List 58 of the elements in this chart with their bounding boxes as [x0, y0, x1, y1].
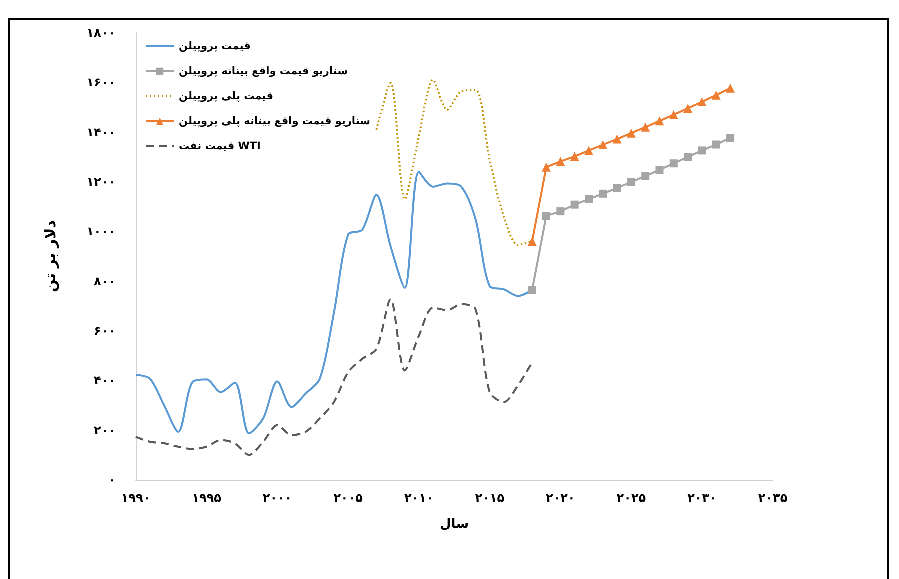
x-tick-label: ۲۰۰۰	[262, 491, 292, 505]
point	[712, 140, 720, 149]
x-tick-label: ۲۰۳۰	[688, 491, 717, 505]
point	[670, 160, 678, 168]
y-tick-label: ۲۰۰	[94, 423, 116, 438]
x-tick-label: ۲۰۲۵	[616, 491, 646, 505]
point	[698, 146, 706, 155]
point	[641, 122, 650, 132]
x-tick-label: ۲۰۰۵	[334, 491, 363, 505]
point	[542, 162, 552, 172]
point	[726, 134, 735, 142]
x-tick-label: ۲۰۱۵	[475, 491, 505, 505]
x-axis-title: سال	[440, 517, 469, 532]
y-tick-label: ۴۰۰	[94, 374, 116, 388]
legend-label: قیمت نفت WTI	[179, 140, 261, 152]
point	[726, 84, 736, 93]
y-tick-label: ۱۲۰۰	[86, 175, 116, 189]
y-axis-title: دلار بر تن	[42, 220, 60, 293]
point	[655, 116, 664, 126]
x-tick-label: ۱۹۹۰	[121, 491, 151, 505]
point	[642, 172, 650, 180]
point	[627, 178, 636, 186]
point	[684, 104, 693, 113]
point	[712, 90, 721, 100]
x-tick-label: ۲۰۲۰	[546, 491, 576, 505]
point	[570, 152, 580, 162]
point	[556, 157, 566, 166]
y-tick-label: ۶۰۰	[94, 324, 116, 338]
legend-label: سناریو قیمت واقع بینانه پروپیلن	[179, 66, 348, 78]
point	[542, 212, 551, 220]
legend-label: قیمت پلی پروپیلن	[179, 90, 274, 102]
x-tick-label: ۲۰۳۵	[758, 491, 788, 505]
point	[599, 190, 608, 198]
point	[669, 110, 678, 120]
x-tick-label: ۲۰۱۰	[404, 491, 434, 505]
point	[684, 153, 692, 162]
point	[570, 200, 579, 209]
point	[613, 184, 622, 192]
point	[612, 134, 622, 144]
point	[626, 128, 636, 138]
legend-label: سناریو قیمت واقع بینانه پلی پروپیلن	[179, 116, 370, 128]
point	[528, 237, 537, 246]
y-tick-label: ۱۴۰۰	[86, 125, 116, 140]
y-tick-label: ۸۰۰	[94, 274, 116, 288]
legend-label: قیمت پروپیلن	[179, 40, 252, 52]
point	[656, 166, 664, 174]
point	[598, 140, 608, 150]
line-series	[135, 298, 534, 456]
point	[556, 208, 565, 216]
x-tick-label: ۱۹۹۵	[192, 491, 222, 505]
point	[528, 286, 536, 294]
y-tick-label: ۰	[108, 473, 116, 487]
point	[698, 98, 707, 107]
point	[584, 195, 593, 204]
y-tick-label: ۱۸۰۰	[86, 26, 116, 40]
point	[584, 146, 594, 156]
y-tick-label: ۱۶۰۰	[86, 76, 116, 90]
y-tick-label: ۱۰۰۰	[86, 224, 116, 239]
